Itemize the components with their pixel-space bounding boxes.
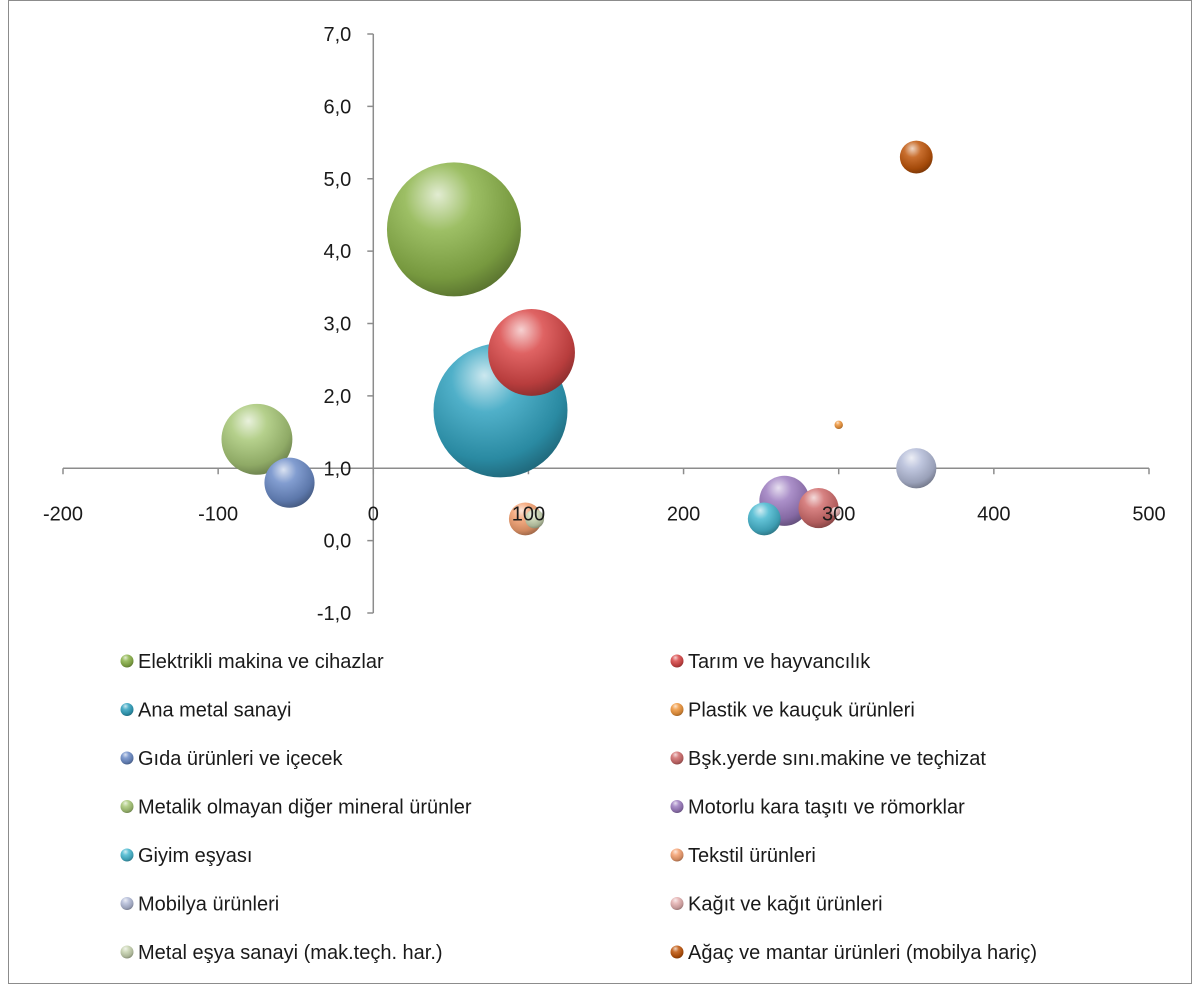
legend-item: Tarım ve hayvancılık	[670, 651, 871, 673]
y-tick-label: 2,0	[323, 386, 351, 408]
legend-label: Mobilya ürünleri	[138, 894, 279, 916]
x-tick-label: 400	[977, 503, 1010, 525]
legend-label: Metalik olmayan diğer mineral ürünler	[138, 797, 472, 819]
x-tick-label: 500	[1132, 503, 1165, 525]
bubble	[747, 502, 781, 536]
legend-item: Gıda ürünleri ve içecek	[120, 748, 344, 770]
legend-item: Bşk.yerde sını.makine ve teçhizat	[670, 748, 986, 770]
legend-item: Mobilya ürünleri	[120, 894, 279, 916]
legend-label: Giyim eşyası	[138, 845, 252, 867]
legend-label: Tarım ve hayvancılık	[688, 651, 871, 673]
legend-marker	[670, 654, 684, 668]
y-tick-label: 7,0	[323, 24, 351, 46]
y-tick-label: 0,0	[323, 531, 351, 553]
legend-marker	[670, 751, 684, 765]
legend-label: Motorlu kara taşıtı ve römorklar	[688, 797, 965, 819]
legend-item: Ağaç ve mantar ürünleri (mobilya hariç)	[670, 942, 1037, 964]
y-tick-label: -1,0	[317, 603, 351, 625]
legend-item: Metal eşya sanayi (mak.teçh. har.)	[120, 942, 443, 964]
legend-item: Kağıt ve kağıt ürünleri	[670, 894, 883, 916]
bubble	[386, 162, 521, 297]
legend-label: Plastik ve kauçuk ürünleri	[688, 700, 915, 722]
legend-label: Bşk.yerde sını.makine ve teçhizat	[688, 748, 986, 770]
legend-marker	[120, 945, 134, 959]
bubble	[798, 487, 839, 529]
legend-item: Ana metal sanayi	[120, 700, 291, 722]
legend-label: Ağaç ve mantar ürünleri (mobilya hariç)	[688, 942, 1037, 964]
legend-marker	[670, 848, 684, 862]
legend-marker	[670, 897, 684, 910]
chart-frame: -1,0 0,0 1,0 2,0 3,0 4,0 5,0 6,0 7,0 -200 -100 0 100…	[8, 0, 1192, 984]
legend-marker	[670, 703, 684, 716]
legend-marker	[120, 751, 134, 765]
bubble	[264, 457, 315, 508]
y-tick-label: 6,0	[323, 96, 351, 118]
legend-label: Ana metal sanayi	[138, 700, 291, 722]
bubble	[221, 403, 293, 475]
bubble	[488, 309, 575, 396]
legend-item: Giyim eşyası	[120, 845, 252, 867]
x-tick-label: 100	[512, 503, 545, 525]
legend-label: Gıda ürünleri ve içecek	[138, 748, 344, 770]
x-tick-label: 200	[667, 503, 700, 525]
legend-label: Elektrikli makina ve cihazlar	[138, 651, 384, 673]
legend-item: Metalik olmayan diğer mineral ürünler	[120, 797, 472, 819]
x-tick-label: -200	[43, 503, 83, 525]
bubble	[830, 506, 841, 517]
legend-marker	[670, 800, 684, 813]
bubble	[834, 420, 843, 430]
legend-marker	[120, 654, 134, 668]
legend-marker	[120, 800, 134, 813]
legend-item: Tekstil ürünleri	[670, 845, 816, 867]
legend-item: Plastik ve kauçuk ürünleri	[670, 700, 915, 722]
x-tick-label: 300	[822, 503, 855, 525]
bubble-chart: -1,0 0,0 1,0 2,0 3,0 4,0 5,0 6,0 7,0 -200 -100 0 100…	[43, 24, 1166, 964]
x-tick-label: -100	[198, 503, 238, 525]
legend-item: Elektrikli makina ve cihazlar	[120, 651, 384, 673]
legend-label: Kağıt ve kağıt ürünleri	[688, 894, 883, 916]
legend-marker	[670, 945, 684, 959]
legend-item: Motorlu kara taşıtı ve römorklar	[670, 797, 965, 819]
legend-marker	[120, 848, 134, 862]
legend-label: Tekstil ürünleri	[688, 845, 816, 867]
y-tick-label: 4,0	[323, 241, 351, 263]
legend-marker	[120, 897, 134, 910]
y-tick-label: 5,0	[323, 169, 351, 191]
y-tick-label: 1,0	[323, 458, 351, 480]
bubble	[525, 509, 545, 529]
y-tick-label: 3,0	[323, 314, 351, 336]
x-tick-label: 0	[368, 503, 379, 525]
bubble	[896, 448, 937, 489]
legend-label: Metal eşya sanayi (mak.teçh. har.)	[138, 942, 443, 964]
legend-marker	[120, 703, 134, 716]
bubble	[899, 140, 933, 174]
